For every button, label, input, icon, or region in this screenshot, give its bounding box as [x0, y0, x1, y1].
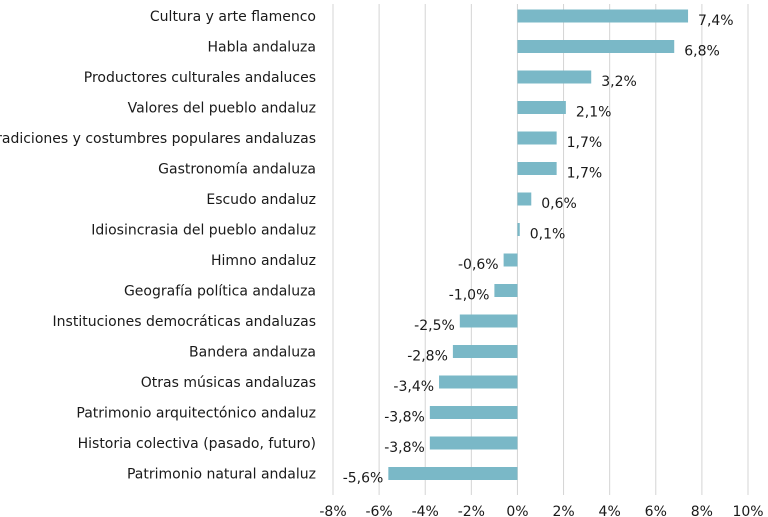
data-label: -3,8% — [384, 410, 425, 426]
bar — [517, 40, 675, 53]
category-label: Escudo andaluz — [206, 192, 316, 208]
x-tick-label: 4% — [599, 504, 621, 517]
bar — [459, 314, 518, 328]
x-tick-label: 0% — [506, 504, 528, 517]
data-label: 3,2% — [601, 74, 637, 90]
category-label: Cultura y arte flamenco — [150, 9, 316, 25]
data-label: 0,6% — [541, 196, 577, 212]
x-tick-label: -6% — [365, 504, 392, 517]
x-tick-label: -8% — [319, 504, 346, 517]
data-label: -5,6% — [343, 471, 384, 487]
x-tick-label: 8% — [691, 504, 713, 517]
bar — [388, 467, 518, 480]
data-label: -3,8% — [384, 440, 425, 456]
category-label: Idiosincrasia del pueblo andaluz — [91, 223, 316, 239]
bar — [429, 436, 518, 450]
x-tick-label: 2% — [552, 504, 574, 517]
bar — [517, 101, 566, 114]
x-axis-ticks: -8% -6% -4% -2% 0% 2% 4% 6% 8% 10% — [319, 504, 763, 517]
data-label: 0,1% — [530, 227, 566, 243]
x-tick-label: -2% — [458, 504, 485, 517]
data-label: 7,4% — [698, 13, 734, 29]
category-label: Geografía política andaluza — [124, 284, 316, 300]
bar — [429, 406, 518, 419]
bars — [388, 9, 689, 480]
data-label: 2,1% — [576, 105, 612, 121]
bar — [503, 253, 518, 267]
data-label: 6,8% — [684, 44, 720, 60]
x-tick-label: -4% — [412, 504, 439, 517]
category-label: Historia colectiva (pasado, futuro) — [78, 436, 316, 452]
category-labels: Cultura y arte flamenco Habla andaluza Pro… — [0, 9, 316, 483]
bar — [494, 284, 518, 297]
bar — [517, 131, 557, 145]
bar — [517, 192, 532, 206]
category-label: Gastronomía andaluza — [158, 162, 316, 178]
bar — [517, 223, 520, 236]
data-label: 1,7% — [567, 135, 603, 151]
data-label: -2,8% — [407, 349, 448, 365]
category-label: Habla andaluza — [207, 40, 316, 56]
data-label: -1,0% — [449, 288, 490, 304]
category-label: Bandera andaluza — [189, 345, 316, 361]
category-label: Patrimonio arquitectónico andaluz — [76, 406, 316, 422]
data-label: -0,6% — [458, 257, 499, 273]
gridlines — [332, 4, 749, 495]
x-tick-label: 6% — [645, 504, 667, 517]
category-label: Tradiciones y costumbres populares andal… — [0, 131, 316, 147]
bar — [517, 9, 689, 23]
bar — [439, 375, 518, 389]
category-label: Himno andaluz — [211, 253, 316, 269]
data-label: -3,4% — [393, 379, 434, 395]
category-label: Otras músicas andaluzas — [141, 375, 316, 391]
category-label: Productores culturales andaluces — [84, 70, 316, 86]
bar — [517, 162, 557, 175]
value-labels: 7,4% 6,8% 3,2% 2,1% 1,7% 1,7% 0,6% 0,1% -0,6% -1,… — [343, 13, 734, 487]
data-label: -2,5% — [414, 318, 455, 334]
data-label: 1,7% — [567, 166, 603, 182]
category-label: Instituciones democráticas andaluzas — [53, 314, 316, 330]
x-tick-label: 10% — [732, 504, 763, 517]
bar — [452, 345, 518, 358]
category-label: Valores del pueblo andaluz — [128, 101, 316, 117]
bar — [517, 70, 592, 84]
category-label: Patrimonio natural andaluz — [127, 467, 316, 483]
